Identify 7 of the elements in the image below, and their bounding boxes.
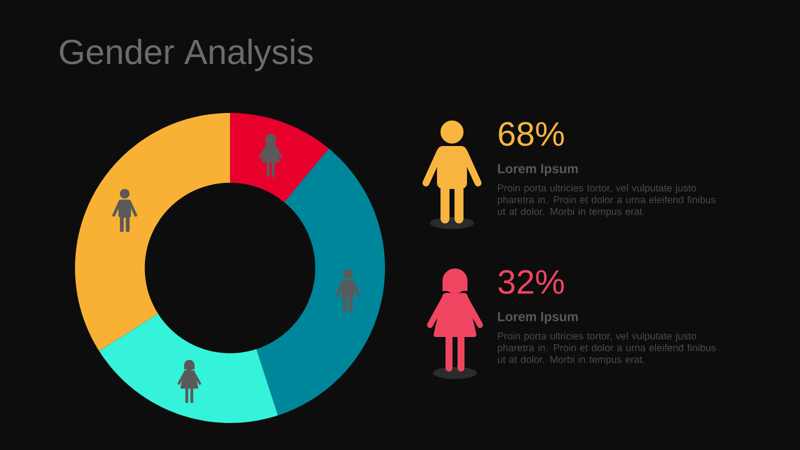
text: 68% (498, 122, 564, 146)
text: Lorem Ipsum (498, 312, 578, 324)
text: Proin porta ultricies tortor, vel vulputate justo pharetra in. Proin et dolor a urna eleifend finibus ut at dolor. Morbi in tempus erat. (498, 332, 716, 365)
text: Lorem Ipsum (498, 164, 578, 176)
text: Proin porta ultricies tortor, vel vulputate justo pharetra in. Proin et dolor a urna eleifend finibus ut at dolor. Morbi in tempus erat. (498, 184, 716, 217)
text: 32% (498, 270, 564, 294)
chart-title: Gender Analysis (60, 38, 313, 72)
